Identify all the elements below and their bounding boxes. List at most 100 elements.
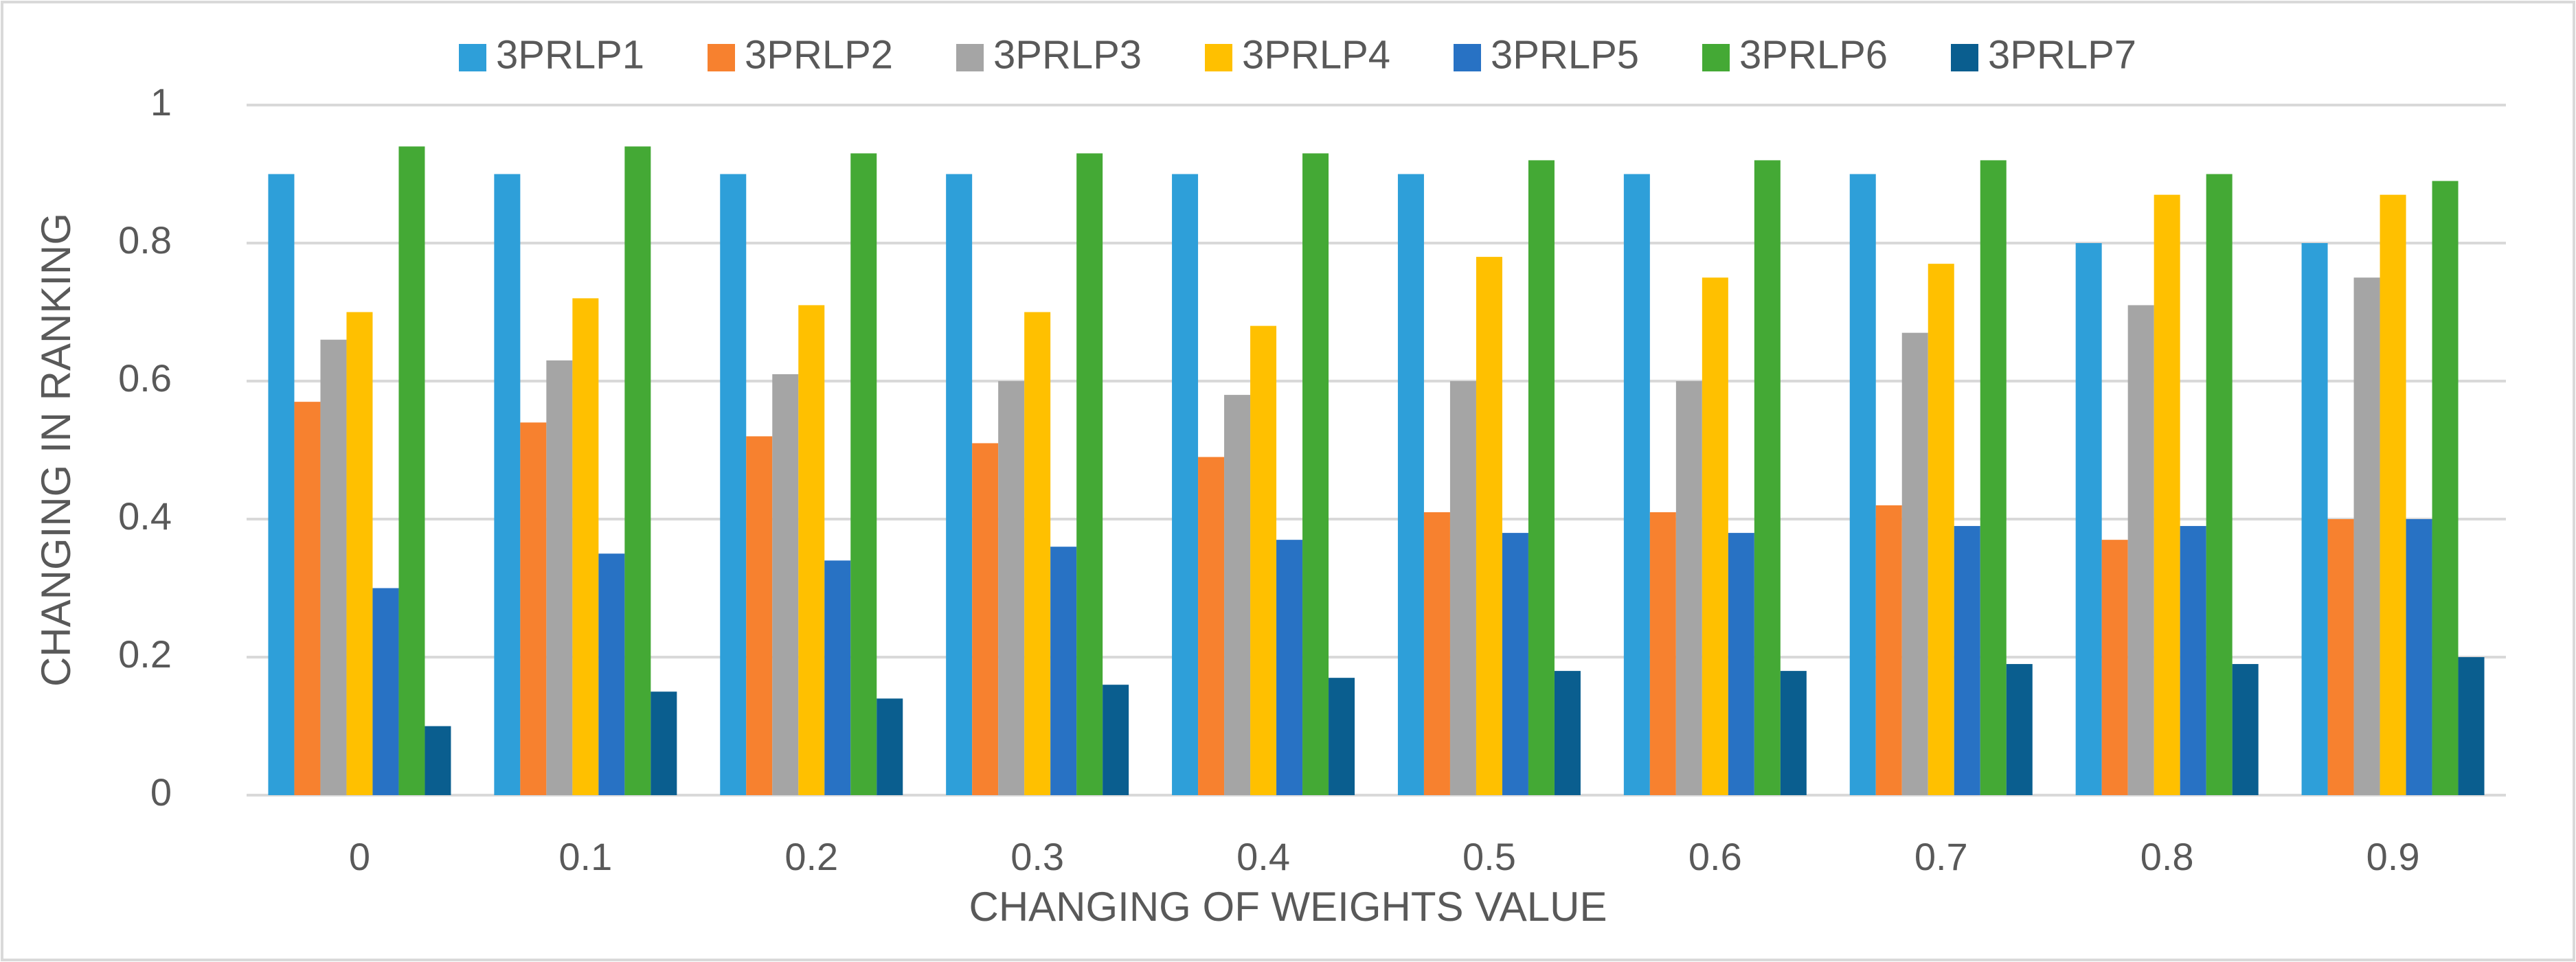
bar [1103, 685, 1129, 795]
bar [1476, 257, 1502, 796]
legend-swatch [1205, 44, 1232, 71]
bar [320, 339, 347, 795]
bar [546, 360, 573, 795]
legend-label: 3PRLP7 [1988, 32, 2136, 77]
bar [1423, 512, 1450, 795]
bar [494, 174, 521, 795]
bar [798, 305, 825, 795]
bar [877, 698, 903, 795]
bar [720, 174, 747, 795]
x-tick-label: 0.6 [1688, 835, 1742, 878]
bar [746, 436, 773, 795]
bar [2353, 277, 2380, 795]
bar [425, 726, 451, 795]
bar [1675, 381, 1702, 795]
bar [1076, 153, 1103, 796]
x-tick-label: 0.8 [2140, 835, 2194, 878]
bar [2232, 664, 2259, 795]
bar [1702, 277, 1728, 795]
bar [372, 588, 399, 795]
x-tick-label: 0.1 [558, 835, 612, 878]
y-tick-label: 0.4 [118, 494, 172, 538]
bar [850, 153, 877, 796]
bar [2180, 526, 2206, 795]
legend-swatch [708, 44, 735, 71]
bar [1224, 395, 1251, 795]
bar [598, 553, 625, 795]
y-tick-label: 0.6 [118, 356, 172, 400]
bar [1276, 540, 1303, 795]
x-tick-label: 0.3 [1010, 835, 1064, 878]
bar [2327, 519, 2354, 795]
bar [824, 560, 851, 795]
bar [1954, 526, 1980, 795]
bar [1849, 174, 1876, 795]
legend-swatch [1454, 44, 1481, 71]
bar [946, 174, 973, 795]
bar [268, 174, 295, 795]
bar [2406, 519, 2432, 795]
bar [2006, 664, 2033, 795]
bar [2458, 657, 2485, 795]
legend-label: 3PRLP2 [745, 32, 893, 77]
bar [1623, 174, 1650, 795]
y-tick-label: 1 [150, 80, 172, 124]
bar [651, 691, 677, 795]
bar [2127, 305, 2154, 795]
bar [1302, 153, 1329, 796]
bar [998, 381, 1025, 795]
bar [1754, 160, 1781, 795]
x-tick-label: 0 [349, 835, 370, 878]
bar [1728, 533, 1754, 795]
bar [1528, 160, 1555, 795]
bar [1554, 671, 1581, 795]
x-axis-title: CHANGING OF WEIGHTS VALUE [969, 884, 1607, 930]
bar [520, 422, 547, 795]
bar [1250, 325, 1277, 796]
bar [2075, 243, 2102, 795]
legend-label: 3PRLP1 [496, 32, 644, 77]
x-tick-label: 0.9 [2366, 835, 2420, 878]
y-axis-title: CHANGING IN RANKING [33, 213, 79, 687]
legend-swatch [459, 44, 486, 71]
bar [1329, 678, 1355, 795]
x-tick-label: 0.7 [1914, 835, 1968, 878]
bar [1875, 505, 1902, 795]
y-tick-label: 0.8 [118, 218, 172, 262]
legend-label: 3PRLP6 [1739, 32, 1888, 77]
bar [1198, 457, 1225, 795]
bar [1901, 332, 1928, 795]
legend-label: 3PRLP5 [1491, 32, 1639, 77]
legend-swatch [1702, 44, 1730, 71]
bar [294, 402, 321, 795]
bar [398, 146, 425, 796]
bar [1780, 671, 1807, 795]
x-tick-label: 0.2 [784, 835, 838, 878]
bar [1449, 381, 1476, 795]
legend-label: 3PRLP3 [993, 32, 1142, 77]
bar [1928, 264, 1954, 795]
bar [2101, 540, 2128, 795]
x-tick-label: 0.4 [1236, 835, 1290, 878]
bar [624, 146, 651, 796]
bar [972, 443, 999, 795]
y-tick-label: 0 [150, 770, 172, 814]
bar [1172, 174, 1199, 795]
legend-swatch [1951, 44, 1978, 71]
bar [1024, 312, 1051, 795]
bar [1050, 547, 1077, 795]
bar [2154, 194, 2180, 795]
legend-swatch [956, 44, 984, 71]
bar [1397, 174, 1424, 795]
bar [2301, 243, 2328, 795]
bar [346, 312, 373, 795]
legend-label: 3PRLP4 [1242, 32, 1390, 77]
bar [1980, 160, 2007, 795]
y-tick-label: 0.2 [118, 632, 172, 676]
bar [2432, 181, 2459, 795]
bar [572, 298, 599, 795]
bar [2380, 194, 2406, 795]
